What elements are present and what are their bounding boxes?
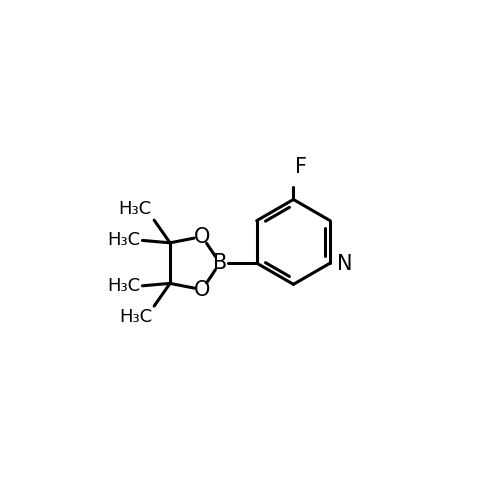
Text: O: O xyxy=(194,227,210,247)
Text: N: N xyxy=(337,254,353,274)
Text: H₃C: H₃C xyxy=(107,231,141,250)
Text: H₃C: H₃C xyxy=(107,277,141,295)
Text: F: F xyxy=(295,157,308,177)
Text: O: O xyxy=(194,280,210,300)
Text: H₃C: H₃C xyxy=(119,308,152,326)
Text: H₃C: H₃C xyxy=(118,200,151,218)
Text: B: B xyxy=(213,253,227,273)
